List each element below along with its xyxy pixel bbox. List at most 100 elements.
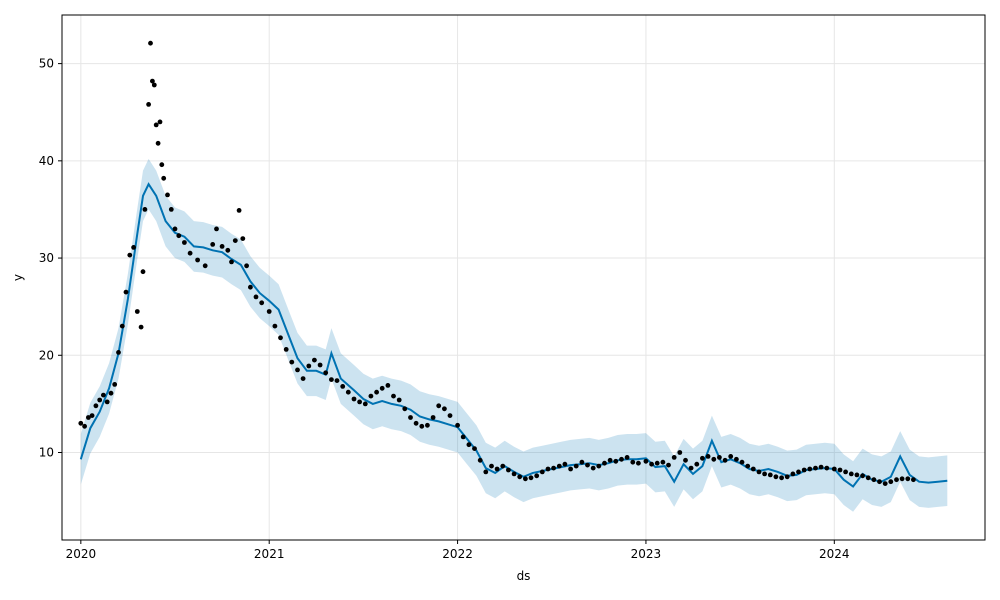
observed-point (573, 463, 579, 469)
observed-point (127, 252, 133, 258)
observed-point (229, 259, 234, 265)
observed-point (182, 240, 187, 245)
observed-point (762, 471, 767, 477)
observed-point (472, 446, 477, 451)
plot-frame (61, 14, 986, 541)
y-tick-label: 40 (39, 154, 54, 168)
observed-point (168, 207, 174, 212)
observed-points (78, 40, 916, 486)
observed-point (253, 294, 259, 300)
observed-point (396, 397, 402, 403)
observed-point (517, 474, 523, 480)
observed-point (97, 397, 103, 403)
observed-point (666, 462, 671, 468)
observed-point (705, 454, 711, 459)
observed-point (613, 458, 619, 464)
observed-point (248, 284, 253, 290)
observed-point (172, 226, 178, 232)
observed-point (494, 466, 500, 472)
uncertainty-band-area (80, 158, 948, 512)
observed-point (860, 473, 865, 479)
observed-point (619, 456, 624, 462)
observed-point (466, 442, 472, 448)
observed-point (483, 469, 489, 475)
grid (62, 15, 985, 540)
observed-point (101, 392, 106, 398)
observed-point (745, 463, 751, 469)
observed-point (210, 242, 216, 247)
observed-point (112, 382, 118, 387)
observed-point (534, 473, 540, 479)
observed-point (159, 162, 165, 168)
observed-point (345, 389, 351, 395)
observed-point (854, 472, 860, 478)
observed-point (728, 454, 734, 459)
observed-point (436, 403, 442, 409)
observed-point (78, 420, 84, 426)
observed-point (756, 469, 762, 475)
observed-point (195, 257, 201, 263)
observed-point (905, 476, 911, 482)
observed-point (528, 475, 534, 481)
uncertainty-band (80, 158, 948, 512)
observed-point (700, 455, 705, 461)
observed-point (379, 385, 385, 391)
observed-point (607, 457, 613, 463)
observed-point (283, 347, 289, 352)
observed-point (148, 40, 153, 46)
observed-point (773, 474, 779, 480)
observed-point (750, 466, 756, 472)
observed-point (402, 406, 408, 412)
observed-point (86, 415, 91, 420)
observed-point (442, 406, 447, 412)
axes (61, 14, 986, 541)
observed-point (579, 459, 585, 465)
y-tick-label: 50 (39, 57, 54, 71)
observed-point (413, 420, 419, 426)
observed-point (317, 362, 323, 368)
observed-point (391, 393, 396, 399)
observed-point (813, 465, 818, 471)
observed-point (489, 463, 494, 469)
observed-point (104, 399, 110, 405)
observed-point (790, 471, 796, 477)
observed-point (165, 192, 170, 198)
x-tick-label: 2020 (66, 547, 97, 561)
observed-point (134, 309, 140, 314)
observed-point (455, 422, 460, 428)
observed-point (362, 401, 368, 407)
observed-point (596, 463, 602, 469)
observed-point (142, 207, 148, 212)
observed-point (894, 477, 899, 483)
observed-point (882, 481, 888, 486)
observed-point (671, 455, 677, 460)
observed-point (624, 455, 630, 460)
observed-point (562, 461, 568, 467)
observed-point (244, 263, 250, 269)
observed-point (202, 263, 208, 269)
y-tick-label: 30 (39, 251, 54, 265)
observed-point (368, 393, 374, 399)
observed-point (871, 477, 877, 483)
observed-point (888, 479, 894, 485)
observed-point (801, 467, 807, 473)
observed-point (225, 247, 231, 253)
observed-point (539, 469, 545, 475)
observed-point (82, 423, 87, 429)
observed-point (460, 434, 466, 440)
y-tick-label: 20 (39, 348, 54, 362)
observed-point (739, 459, 745, 465)
observed-point (556, 463, 562, 469)
observed-point (312, 357, 317, 363)
observed-point (911, 477, 916, 483)
x-tick-label: 2023 (631, 547, 662, 561)
observed-point (138, 324, 144, 330)
observed-point (837, 467, 843, 473)
observed-point (306, 363, 312, 369)
observed-point (694, 461, 700, 467)
observed-point (807, 466, 813, 472)
observed-point (511, 471, 517, 477)
observed-point (545, 466, 551, 472)
observed-point (877, 479, 882, 485)
